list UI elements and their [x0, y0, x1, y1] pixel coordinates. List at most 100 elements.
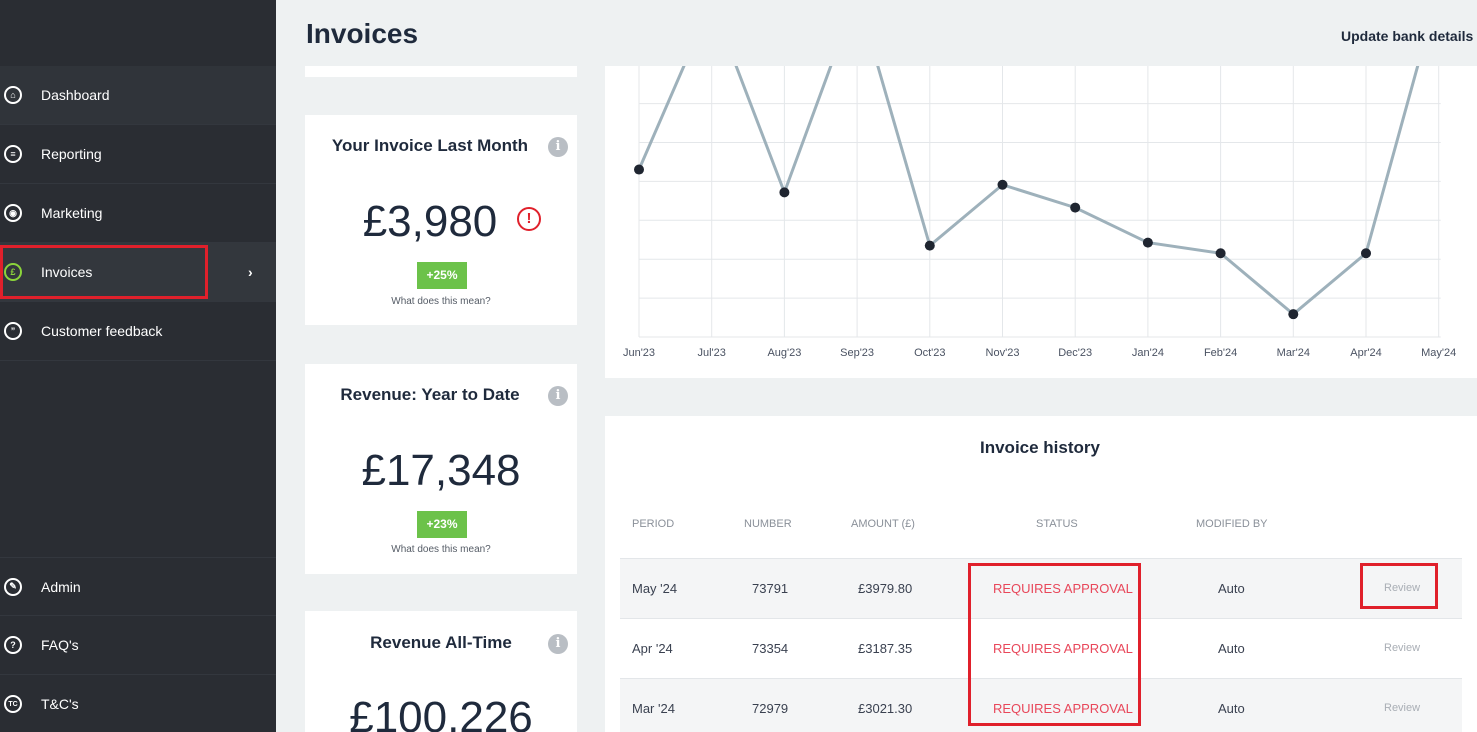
sidebar-item-label: Marketing [41, 205, 103, 221]
modified-by-cell: Auto [1218, 641, 1245, 656]
card-value: £3,980 [362, 197, 498, 246]
column-header-number: NUMBER [744, 518, 792, 530]
info-icon[interactable]: i [548, 137, 568, 157]
number-cell: 73354 [752, 641, 789, 656]
highlight-box [968, 563, 1141, 726]
data-point [924, 240, 935, 251]
review-button[interactable]: Review [1384, 702, 1421, 714]
status-cell: REQUIRES APPROVAL [993, 581, 1133, 596]
sidebar-item-faqs[interactable]: ? FAQ's [0, 616, 276, 675]
status-cell: REQUIRES APPROVAL [993, 701, 1133, 716]
x-tick-label: Aug'23 [767, 347, 801, 359]
revenue-ytd-card: Revenue: Year to Date i £17,348 +23% Wha… [305, 364, 577, 574]
highlight-box [1360, 563, 1438, 609]
invoice-history-table: Invoice history PERIOD NUMBER AMOUNT (£)… [605, 416, 1477, 732]
tc-icon: TC [4, 695, 22, 713]
status-cell: REQUIRES APPROVAL [993, 641, 1133, 656]
home-icon: ⌂ [4, 86, 22, 104]
sidebar-item-label: Admin [41, 578, 81, 595]
x-tick-label: Nov'23 [986, 347, 1020, 359]
reporting-icon: ≡ [4, 145, 22, 163]
page-title: Invoices [306, 18, 419, 49]
x-tick-label: Jan'24 [1132, 347, 1164, 359]
sidebar: ⌂ Dashboard ≡ Reporting ◉ Marketing £ In… [0, 0, 276, 732]
sidebar-item-customer-feedback[interactable]: ” Customer feedback [0, 302, 276, 361]
sidebar-item-admin[interactable]: ✎ Admin [0, 557, 276, 616]
admin-icon: ✎ [4, 577, 22, 596]
table-row: Apr '24 73354 £3187.35 REQUIRES APPROVAL… [620, 618, 1462, 678]
highlight-box [0, 245, 208, 299]
card-title: Your Invoice Last Month [331, 136, 529, 155]
amount-cell: £3187.35 [858, 641, 913, 656]
sidebar-item-invoices[interactable]: £ Invoices › [0, 243, 276, 302]
amount-cell: £3021.30 [858, 701, 913, 716]
x-tick-label: Feb'24 [1204, 347, 1237, 359]
quote-icon: ” [4, 322, 22, 340]
review-button[interactable]: Review [1384, 582, 1421, 594]
x-tick-label: Mar'24 [1277, 347, 1310, 359]
table-row: May '24 73791 £3979.80 REQUIRES APPROVAL… [620, 558, 1462, 618]
data-point [997, 179, 1008, 190]
what-does-this-mean-link[interactable]: What does this mean? [391, 296, 491, 307]
chevron-right-icon: › [248, 264, 253, 280]
x-tick-label: Jun'23 [623, 347, 655, 359]
info-icon[interactable]: i [548, 634, 568, 654]
data-point [1288, 309, 1299, 320]
x-tick-label: Sep'23 [840, 347, 874, 359]
sidebar-item-dashboard[interactable]: ⌂ Dashboard [0, 66, 276, 125]
period-cell: May '24 [632, 581, 678, 596]
number-cell: 72979 [752, 701, 789, 716]
target-icon: ◉ [4, 204, 22, 222]
x-tick-label: Apr'24 [1350, 347, 1381, 359]
invoice-chart: Jun'23 Jul'23 Aug'23 Sep'23 Oct'23 Nov'23 Dec'… [605, 0, 1477, 378]
period-cell: Mar '24 [632, 701, 675, 716]
column-header-modified-by: MODIFIED BY [1196, 518, 1268, 530]
column-header-period: PERIOD [632, 518, 675, 530]
x-tick-label: May'24 [1421, 347, 1456, 359]
data-point [634, 164, 644, 175]
table-title: Invoice history [980, 438, 1100, 457]
change-badge: +23% [417, 511, 467, 538]
data-point [1215, 248, 1226, 259]
change-badge: +25% [417, 262, 467, 289]
update-bank-details-link[interactable]: Update bank details [1341, 28, 1474, 44]
alert-icon: ! [517, 207, 541, 231]
invoice-line-chart: Jun'23 Jul'23 Aug'23 Sep'23 Oct'23 Nov'23 Dec'… [623, 0, 1456, 359]
sidebar-item-label: Reporting [41, 146, 102, 162]
card-value: £100,226 [349, 693, 533, 732]
info-icon[interactable]: i [548, 386, 568, 406]
amount-cell: £3979.80 [858, 581, 913, 596]
sidebar-item-tcs[interactable]: TC T&C's [0, 675, 276, 732]
series-line [637, 0, 1438, 317]
data-point [779, 187, 790, 198]
column-header-status: STATUS [1036, 518, 1078, 530]
sidebar-item-label: T&C's [41, 696, 79, 712]
period-cell: Apr '24 [632, 641, 673, 656]
data-point [1070, 202, 1081, 213]
revenue-all-time-card: Revenue All-Time i £100,226 [305, 611, 577, 732]
sidebar-item-label: Customer feedback [41, 323, 163, 339]
modified-by-cell: Auto [1218, 581, 1245, 596]
sidebar-item-label: Dashboard [41, 87, 110, 103]
card-title: Revenue All-Time [370, 633, 512, 652]
sidebar-item-label: FAQ's [41, 637, 79, 653]
pound-icon: £ [4, 263, 22, 281]
sidebar-item-marketing[interactable]: ◉ Marketing [0, 184, 276, 243]
sidebar-item-label: Invoices [41, 264, 93, 280]
data-point [1142, 237, 1153, 248]
question-icon: ? [4, 636, 22, 654]
number-cell: 73791 [752, 581, 789, 596]
card-partial [305, 66, 577, 77]
what-does-this-mean-link[interactable]: What does this mean? [391, 544, 491, 555]
card-value: £17,348 [361, 446, 521, 495]
data-point [1361, 248, 1371, 259]
x-tick-label: Oct'23 [914, 347, 945, 359]
invoice-last-month-card: Your Invoice Last Month i £3,980 ! +25% … [305, 115, 577, 325]
modified-by-cell: Auto [1218, 701, 1245, 716]
card-title: Revenue: Year to Date [340, 385, 520, 404]
sidebar-item-reporting[interactable]: ≡ Reporting [0, 125, 276, 184]
x-tick-label: Jul'23 [697, 347, 725, 359]
column-header-amount: AMOUNT (£) [851, 518, 915, 530]
review-button[interactable]: Review [1384, 642, 1421, 654]
x-tick-label: Dec'23 [1058, 347, 1092, 359]
